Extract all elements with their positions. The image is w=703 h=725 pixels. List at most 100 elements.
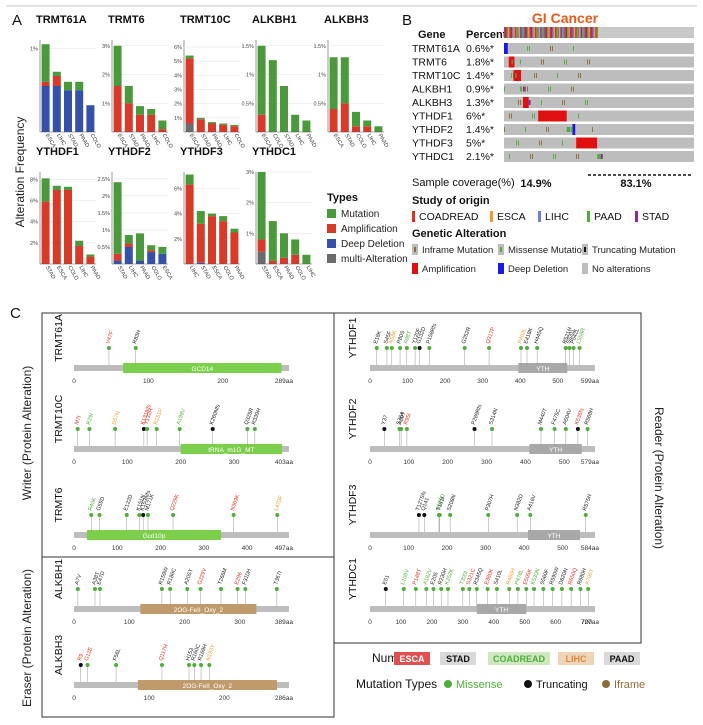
y-tick-label: 2.5% (97, 177, 110, 183)
x-tick-label: STAD (260, 265, 272, 280)
bar-esca-multi-alteration (185, 123, 194, 132)
lollipop-head (467, 587, 472, 591)
lollipop-head (114, 663, 119, 667)
protein-length: 497aa (275, 545, 293, 552)
study-bar (525, 27, 528, 38)
mutation-label: K252K (444, 568, 455, 586)
bar-paad-mutation (208, 122, 216, 124)
position-tick: 300 (234, 619, 245, 626)
position-tick: 0 (368, 619, 372, 626)
y-tick-label: 1.5% (97, 211, 110, 217)
lollipop-head (424, 587, 429, 591)
lollipop-head (199, 663, 204, 667)
panel-label-a: A (12, 12, 22, 29)
study-swatch-paad (587, 211, 590, 222)
oncoprint-row-ythdf3: YTHDF3 5%* (412, 137, 694, 150)
mutation-label: S531L (566, 328, 577, 345)
lollipop-head (389, 346, 394, 350)
gene-name: YTHDF3 (412, 138, 453, 150)
study-bar (581, 27, 584, 38)
study-bar (580, 27, 583, 38)
study-bar (553, 27, 556, 38)
domain-label: Gcd10p (143, 533, 166, 540)
study-bar (564, 27, 566, 38)
no-alteration-track (504, 56, 694, 68)
study-bar (541, 27, 544, 38)
lollipop-head (563, 346, 568, 350)
mutation-label: D57N (111, 410, 121, 425)
bar-lihc-amplification (124, 243, 133, 247)
position-tick: 200 (426, 619, 437, 626)
study-bar (516, 27, 518, 38)
oncoprint-row-ythdc1: YTHDC1 2.1%* (412, 151, 694, 163)
study-bar (540, 27, 542, 38)
mutation-label: K151N (136, 494, 147, 512)
coverage-value-1: 14.9% (520, 178, 551, 190)
bar-paad-mutation (280, 233, 288, 258)
study-bar (561, 27, 564, 38)
bar-stad-amplification (340, 103, 349, 132)
gene-name: TRMT61A (412, 43, 460, 55)
lollipop-head (487, 346, 492, 350)
bar-esca-mutation (41, 44, 50, 82)
bar-colo-amplification (230, 126, 239, 132)
mutation-label: A504V (562, 408, 573, 426)
study-bar (506, 27, 509, 38)
panel-label-b: B (402, 12, 412, 29)
position-tick: 300 (477, 378, 488, 385)
mutation-label: D620N (558, 568, 570, 586)
x-tick-label: COLO (89, 133, 102, 150)
lollipop-head (567, 346, 572, 350)
position-tick: 0 (368, 459, 372, 466)
y-tick-label: 1% (246, 73, 254, 79)
study-bar (587, 27, 589, 38)
lollipop-head (141, 427, 146, 431)
bar-paad-mutation (230, 228, 239, 233)
lollipop-head (85, 663, 90, 667)
mutation-tick (541, 59, 542, 65)
lollipop-head (404, 427, 409, 431)
mutation-label: R568H (584, 408, 596, 426)
mutation-label: R186C (166, 568, 178, 586)
study-bar (544, 27, 546, 38)
lollipop-ythdf2: YTHDF2 YTH 0 100 200 300 400 500 579aa Y37 S76AA80… (347, 398, 599, 466)
lollipop-head (472, 427, 477, 431)
x-tick-label: LIHC (221, 133, 232, 147)
lollipop-head (577, 346, 582, 350)
bar-stad-amplification (196, 119, 205, 132)
study-bar (596, 27, 599, 38)
lollipop-head (374, 346, 379, 350)
study-bar (567, 27, 569, 38)
lollipop-head (417, 346, 422, 350)
study-bar (593, 27, 596, 38)
lollipop-head (133, 346, 138, 350)
bar-esca-amplification (329, 109, 338, 132)
position-tick: 200 (217, 378, 228, 385)
mutation-tick (562, 100, 563, 105)
protein-name: YTHDC1 (347, 558, 359, 600)
genetic-swatch-deep-deletion (498, 263, 504, 274)
reader-label: Reader (Protein Alteration) (652, 407, 666, 549)
oncoprint-row-ythdf1: YTHDF1 6%* (412, 110, 694, 123)
study-bar (542, 27, 545, 38)
mutation-tick (513, 73, 514, 78)
mt-dot-iframe (602, 680, 610, 688)
position-tick: 300 (457, 619, 468, 626)
position-tick: 0 (72, 545, 76, 552)
bar-stad-deep-deletion (196, 262, 205, 264)
position-tick: 400 (520, 459, 531, 466)
mutation-label: G229V (197, 567, 209, 585)
x-tick-label: STAD (199, 265, 211, 280)
y-tick-label: 6% (174, 186, 182, 192)
protein-length: 403aa (275, 459, 293, 466)
lollipop-head (106, 346, 111, 350)
bar-esca-mutation (268, 221, 277, 261)
x-tick-label: COLO (161, 133, 174, 150)
study-bar (585, 27, 588, 38)
protein-length: 579aa (581, 459, 599, 466)
